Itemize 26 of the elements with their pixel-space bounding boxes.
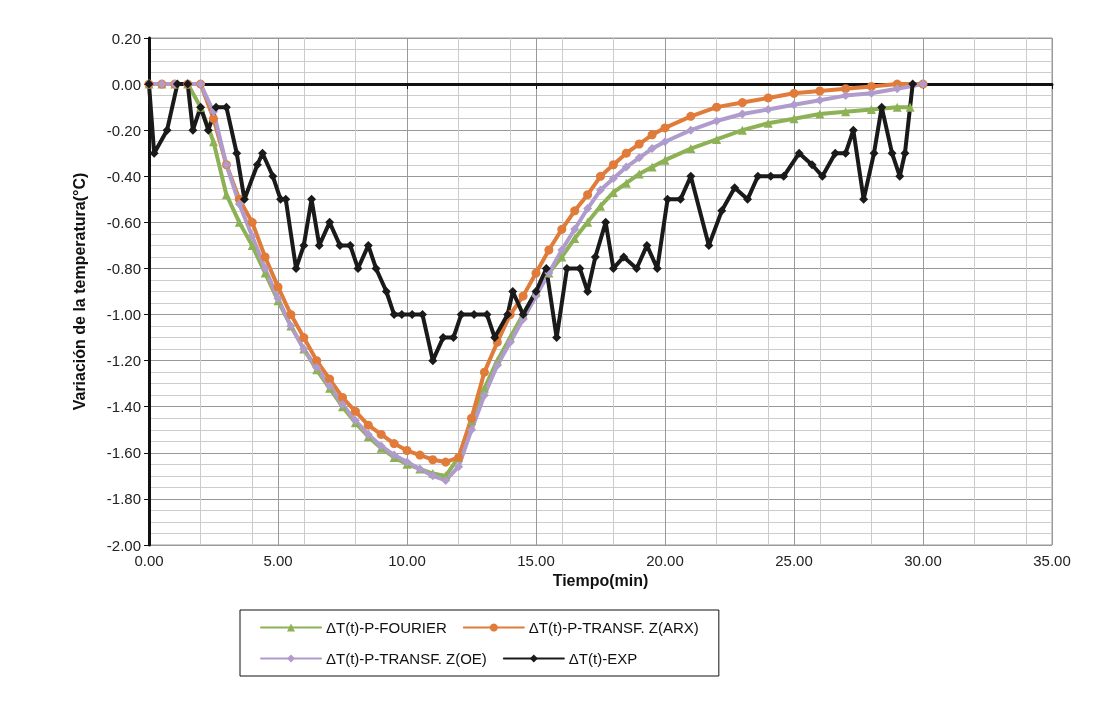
x-tick-label: 20.00 [646, 552, 684, 569]
y-tick-label: -1.40 [106, 398, 141, 416]
y-tick-label: -1.60 [106, 444, 141, 462]
x-tick-label: 15.00 [517, 552, 555, 569]
y-tick-label: -0.20 [106, 121, 141, 139]
y-tick-label: -1.80 [106, 490, 141, 508]
x-tick-label: 25.00 [775, 552, 813, 569]
x-axis-title: Tiempo(min) [552, 572, 649, 590]
x-tick-label: 5.00 [263, 552, 293, 569]
y-axis-title: Variación de la temperatura(°C) [70, 172, 88, 411]
y-tick-label: 0.20 [111, 29, 141, 47]
x-tick-label: 35.00 [1033, 552, 1071, 569]
x-tick-label: 30.00 [904, 552, 942, 569]
x-tick-label: 0.00 [134, 552, 164, 569]
y-tick-label: 0.00 [111, 75, 141, 93]
x-tick-label: 10.00 [388, 552, 426, 569]
legend-label: ΔT(t)-EXP [568, 650, 638, 667]
y-tick-label: -1.20 [106, 352, 141, 370]
legend-label: ΔT(t)-P-FOURIER [326, 619, 447, 636]
legend-label: ΔT(t)-P-TRANSF. Z(OE) [326, 650, 487, 667]
legend-label: ΔT(t)-P-TRANSF. Z(ARX) [528, 619, 699, 636]
y-tick-label: -1.00 [106, 306, 141, 324]
y-tick-label: -0.80 [106, 259, 141, 277]
y-tick-label: -0.60 [106, 213, 141, 231]
y-tick-label: -0.40 [106, 167, 141, 185]
y-tick-label: -2.00 [106, 536, 141, 554]
